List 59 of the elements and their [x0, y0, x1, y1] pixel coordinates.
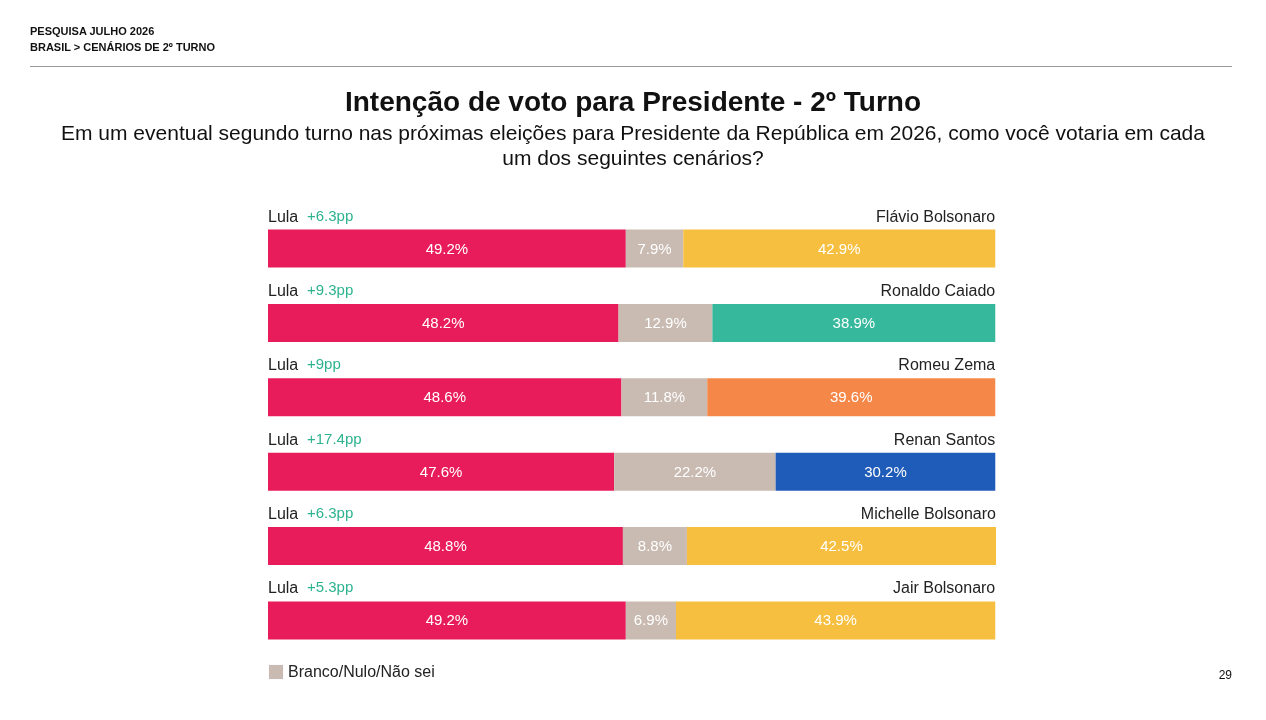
bar: [268, 229, 626, 268]
bar: [621, 378, 708, 417]
bar: [618, 303, 713, 342]
series-label: Lula: [268, 579, 299, 597]
data-label: 47.6%: [419, 462, 463, 480]
annotation: +9.3pp: [307, 280, 354, 298]
y-tick-label: Flávio Bolsonaro: [876, 207, 996, 225]
y-tick-label: Renan Santos: [893, 430, 996, 448]
text: Lula: [268, 430, 299, 448]
bar: [622, 527, 687, 566]
data-label: 49.2%: [425, 611, 469, 629]
bar: [268, 378, 622, 417]
bar: [268, 601, 626, 640]
data-label: 7.9%: [637, 239, 672, 257]
bar: [712, 303, 996, 342]
annotation: +9pp: [307, 355, 341, 373]
data-label: 42.9%: [818, 239, 861, 257]
bar: [707, 378, 996, 417]
data-label: 30.2%: [864, 462, 907, 480]
y-tick-label: Romeu Zema: [898, 356, 996, 374]
bar: [614, 452, 776, 491]
text: Lula: [268, 207, 299, 225]
data-label: 38.9%: [832, 313, 876, 331]
bar: [676, 601, 996, 640]
bar: [268, 452, 615, 491]
annotation: +5.3pp: [307, 578, 354, 596]
data-label: 12.9%: [644, 313, 687, 331]
bar: [625, 229, 684, 268]
data-label: 43.9%: [814, 611, 857, 629]
data-label: 48.8%: [424, 537, 467, 555]
data-label: 49.2%: [425, 239, 469, 257]
data-label: 22.2%: [673, 462, 717, 480]
bar: [268, 527, 623, 566]
bar: [268, 303, 619, 342]
text: 29: [1218, 668, 1232, 682]
data-label: 42.5%: [820, 537, 863, 555]
annotation: +6.3pp: [307, 206, 354, 224]
data-label: 11.8%: [643, 388, 686, 406]
data-label: 48.2%: [422, 313, 465, 331]
bar: [775, 452, 996, 491]
y-tick-label: Jair Bolsonaro: [892, 579, 996, 597]
legend-label: Branco/Nulo/Não sei: [288, 663, 435, 680]
annotation: +17.4pp: [307, 429, 362, 447]
text: Lula: [268, 281, 299, 299]
text: PESQUISA JULHO 2026: [30, 25, 155, 37]
data-label: 8.8%: [637, 537, 673, 555]
chart-subtitle: Em um eventual segundo turno nas próximas eleições para Presidente da República em 2026, como você votaria em cada um dos seguintes cenários?: [60, 120, 1206, 170]
bar: [683, 229, 996, 268]
y-tick-label: Michelle Bolsonaro: [860, 505, 997, 523]
chart-title: Intenção de voto para Presidente - 2º Turno: [343, 86, 922, 118]
text: Lula: [268, 356, 299, 374]
data-label: 48.6%: [423, 388, 466, 406]
bar: [686, 527, 996, 566]
data-label: 6.9%: [633, 611, 669, 629]
data-label: 39.6%: [830, 388, 873, 406]
text: Lula: [268, 505, 299, 523]
text: BRASIL > CENÁRIOS DE 2º TURNO: [30, 41, 216, 53]
annotation: +6.3pp: [307, 504, 354, 522]
y-tick-label: Ronaldo Caiado: [880, 281, 996, 299]
